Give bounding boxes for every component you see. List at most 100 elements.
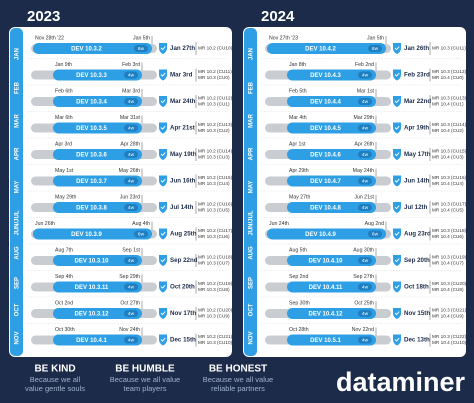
mr-label: MR 10.2 (CU14) [198, 149, 233, 154]
start-date: Sep 2nd [289, 274, 308, 280]
dev-label: DEV 10.3.9 [71, 232, 102, 238]
weeks-label: 6w [138, 46, 145, 52]
shield-check [160, 178, 166, 183]
release-date: Dec 13th [404, 337, 430, 344]
weeks-label: 4w [128, 285, 135, 291]
end-date: Jan 5th [133, 35, 150, 41]
release-date: Sep 20th [404, 257, 430, 264]
mr-label: MR 10.3 (CU10) [198, 340, 233, 345]
start-date: Oct 2nd [55, 300, 73, 306]
mr-label: MR 10.4 (CU4) [432, 181, 464, 186]
weeks-badge [358, 151, 372, 158]
weeks-label: 6w [372, 232, 379, 238]
month-label: JAN [249, 48, 255, 60]
month-label: JUN/JUL [249, 210, 255, 235]
mr-label: MR 10.2 (CU12) [198, 96, 233, 101]
dev-label: DEV 10.4.10 [308, 258, 343, 264]
dev-label: DEV 10.4.6 [310, 152, 341, 158]
dev-label: DEV 10.4.7 [310, 179, 341, 185]
shield-check [160, 46, 166, 51]
month-label: JAN [15, 48, 21, 60]
shield-check [394, 284, 400, 289]
mr-label: MR 10.3 (CU7) [198, 261, 230, 266]
start-date: Sep 30th [289, 300, 310, 306]
weeks-label: 4w [128, 338, 135, 344]
weeks-badge [124, 98, 138, 105]
mr-label: MR 10.3 (CU20) [432, 281, 467, 286]
start-date: Oct 28th [289, 327, 309, 333]
shield-check [394, 152, 400, 157]
start-date: May 29th [55, 194, 76, 200]
start-date: Nov 27th '23 [269, 35, 298, 41]
end-date: May 24th [353, 168, 374, 174]
mr-label: MR 10.3 (CU19) [432, 255, 467, 260]
month-label: OCT [249, 303, 255, 316]
dev-bar [287, 175, 376, 187]
start-date: Jan 8th [289, 62, 306, 68]
mr-label: MR 10.2 (CU19) [198, 281, 233, 286]
weeks-label: 4w [128, 205, 135, 211]
shield-check [160, 125, 166, 130]
mr-label: MR 10.4 (CU7) [432, 261, 464, 266]
mr-label: MR 10.4 (CU9) [432, 314, 464, 319]
dev-bar [53, 308, 142, 319]
value-line: Because we all value [110, 375, 180, 384]
dev-bar [53, 255, 142, 266]
shield-check [160, 99, 166, 104]
weeks-badge [358, 310, 372, 317]
release-date: Nov 15th [404, 310, 430, 317]
end-date: Jun 21st [354, 194, 374, 200]
weeks-badge [124, 257, 138, 264]
month-label: NOV [15, 331, 21, 344]
dev-bar [287, 308, 376, 319]
end-date: Mar 29th [354, 115, 375, 121]
mr-label: MR 10.3 (CU17) [432, 202, 467, 207]
mr-label: MR 10.2 (CU13) [198, 122, 233, 127]
shield-check [160, 258, 166, 263]
month-label: FEB [249, 81, 255, 94]
dev-bar [287, 149, 376, 160]
weeks-badge [358, 98, 372, 105]
dev-label: DEV 10.3.5 [76, 126, 107, 132]
release-date: Dec 15th [170, 337, 196, 344]
weeks-label: 4w [128, 179, 135, 185]
dev-bar [53, 334, 142, 346]
shield-check [394, 178, 400, 183]
mr-label: MR 10.4 (CU0) [432, 75, 464, 80]
start-date: Aug 7th [55, 247, 73, 253]
weeks-badge [134, 45, 148, 52]
release-date: Sep 22nd [170, 257, 198, 264]
weeks-label: 4w [362, 99, 369, 105]
release-date: Jan 27th [170, 45, 195, 52]
month-label: AUG [249, 246, 255, 260]
dev-label: DEV 10.4.8 [310, 205, 341, 211]
dev-label: DEV 10.3.11 [75, 285, 109, 291]
mr-label: MR 10.3 (CU21) [432, 308, 467, 313]
start-date: Feb 6th [55, 88, 73, 94]
weeks-badge [368, 230, 382, 238]
end-date: Sep 27th [353, 274, 374, 280]
dev-bar [287, 255, 376, 266]
month-label: JUN/JUL [15, 210, 21, 235]
mr-label: MR 10.3 (CU6) [198, 234, 230, 239]
panel [243, 27, 466, 357]
value-line: team players [124, 384, 167, 393]
start-date: Apr 3rd [55, 141, 72, 147]
dev-bar [287, 334, 376, 346]
end-date: Apr 28th [120, 141, 140, 147]
start-date: Jun 26th [35, 221, 55, 227]
dev-bar [33, 43, 152, 54]
dev-bar [53, 149, 142, 160]
start-date: Mar 6th [55, 115, 73, 121]
weeks-label: 4w [362, 311, 369, 317]
shield-check [394, 258, 400, 263]
mr-label: MR 10.3 (CU13) [432, 96, 467, 101]
dev-bar [267, 43, 386, 54]
dev-label: DEV 10.3.10 [74, 258, 109, 264]
mr-label: MR 10.3 (CU18) [432, 228, 467, 233]
start-date: Apr 1st [289, 141, 306, 147]
weeks-badge [124, 151, 138, 158]
month-label: SEP [249, 277, 255, 289]
mr-label: MR 10.3 (CU8) [198, 287, 230, 292]
weeks-badge [124, 336, 138, 344]
